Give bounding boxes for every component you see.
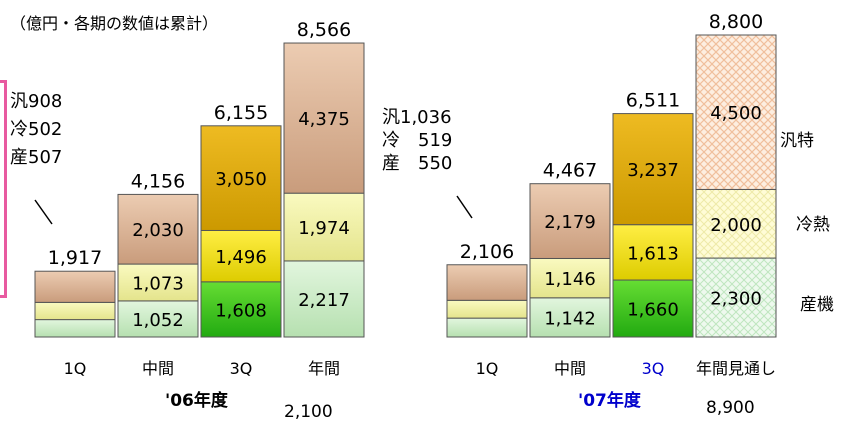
category-label: 1Q bbox=[64, 359, 87, 378]
segment-value-label: 2,030 bbox=[132, 220, 184, 241]
segment-value-label: 2,217 bbox=[298, 290, 350, 311]
segment-value-label: 1,974 bbox=[298, 218, 350, 239]
category-label: 中間 bbox=[554, 359, 586, 378]
bar-total-label: 6,511 bbox=[626, 90, 680, 112]
bar-segment-sanki bbox=[200, 281, 282, 338]
bar-segment-hantoku bbox=[34, 270, 116, 303]
bar-segment-reinetsu bbox=[34, 301, 116, 321]
slash-line-06 bbox=[34, 199, 53, 225]
bar-segment-reinetsu bbox=[695, 188, 777, 259]
bar-segment-hantoku bbox=[612, 113, 694, 226]
bar-total-label: 4,467 bbox=[543, 160, 597, 182]
bar-total-label: 2,106 bbox=[460, 241, 514, 263]
segment-value-label: 2,179 bbox=[544, 212, 596, 233]
breakdown-line: 汎908 bbox=[10, 91, 63, 112]
bar-segment-hantoku bbox=[117, 193, 199, 265]
segment-value-label: 1,660 bbox=[627, 300, 679, 321]
bar-segment-sanki bbox=[695, 257, 777, 338]
bar-segment-sanki bbox=[446, 317, 528, 338]
breakdown-line: 汎1,036 bbox=[382, 107, 452, 128]
bar-segment-hantoku bbox=[529, 183, 611, 259]
segment-value-label: 1,613 bbox=[627, 243, 679, 264]
breakdown-1q-06: 汎908 冷502 産507 bbox=[10, 88, 62, 172]
bar-total-label: 1,917 bbox=[48, 247, 102, 269]
segment-value-label: 1,146 bbox=[544, 269, 596, 290]
left-bracket bbox=[0, 80, 7, 298]
breakdown-line: 冷 519 bbox=[382, 130, 453, 151]
segment-value-label: 4,375 bbox=[298, 109, 350, 130]
segment-value-label: 3,237 bbox=[627, 160, 679, 181]
segment-value-label: 2,300 bbox=[710, 289, 762, 310]
segment-value-label: 1,052 bbox=[132, 310, 184, 331]
category-label: 3Q bbox=[642, 359, 665, 378]
breakdown-1q-07: 汎1,036 冷 519 産 550 bbox=[382, 106, 452, 175]
category-label: 3Q bbox=[230, 359, 253, 378]
legend-hantoku: 汎特 bbox=[780, 131, 814, 151]
category-label: 年間見通し bbox=[696, 359, 776, 378]
bar-total-label: 4,156 bbox=[131, 170, 185, 192]
year-label-07: '07年度 bbox=[578, 391, 641, 411]
bar-total-label: 8,566 bbox=[297, 19, 351, 41]
unit-note: （億円・各期の数値は累計） bbox=[10, 14, 219, 33]
bar-segment-sanki bbox=[529, 297, 611, 338]
category-label: 年間 bbox=[308, 359, 340, 378]
bar-segment-hantoku bbox=[200, 125, 282, 231]
bar-segment-sanki bbox=[612, 279, 694, 338]
cut-off-value: 8,900 bbox=[706, 398, 755, 418]
breakdown-line: 産 550 bbox=[382, 153, 453, 174]
bar-segment-sanki bbox=[34, 319, 116, 338]
bar-segment-reinetsu bbox=[283, 192, 365, 262]
bar-segment-hantoku bbox=[446, 264, 528, 301]
segment-value-label: 3,050 bbox=[215, 169, 267, 190]
cut-off-value: 2,100 bbox=[284, 402, 333, 422]
bar-segment-sanki bbox=[117, 300, 199, 338]
segment-value-label: 1,608 bbox=[215, 300, 267, 321]
bar-segment-hantoku bbox=[695, 34, 777, 190]
bar-segment-reinetsu bbox=[446, 299, 528, 319]
bar-segment-hantoku bbox=[283, 42, 365, 194]
breakdown-line: 産507 bbox=[10, 147, 63, 168]
bar-segment-reinetsu bbox=[529, 257, 611, 299]
bar-segment-sanki bbox=[283, 260, 365, 338]
breakdown-line: 冷502 bbox=[10, 119, 63, 140]
bar-total-label: 8,800 bbox=[709, 11, 763, 33]
segment-value-label: 1,496 bbox=[215, 247, 267, 268]
segment-value-label: 4,500 bbox=[710, 103, 762, 124]
slash-line-07 bbox=[456, 195, 473, 219]
bar-segment-reinetsu bbox=[200, 229, 282, 283]
bar-total-label: 6,155 bbox=[214, 102, 268, 124]
bar-segment-reinetsu bbox=[117, 263, 199, 302]
segment-value-label: 2,000 bbox=[710, 215, 762, 236]
category-label: 1Q bbox=[476, 359, 499, 378]
legend-sanki: 産機 bbox=[800, 295, 834, 315]
year-label-06: '06年度 bbox=[165, 391, 228, 411]
category-label: 中間 bbox=[142, 359, 174, 378]
segment-value-label: 1,073 bbox=[132, 273, 184, 294]
segment-value-label: 1,142 bbox=[544, 308, 596, 329]
legend-reinetsu: 冷熱 bbox=[796, 215, 830, 235]
